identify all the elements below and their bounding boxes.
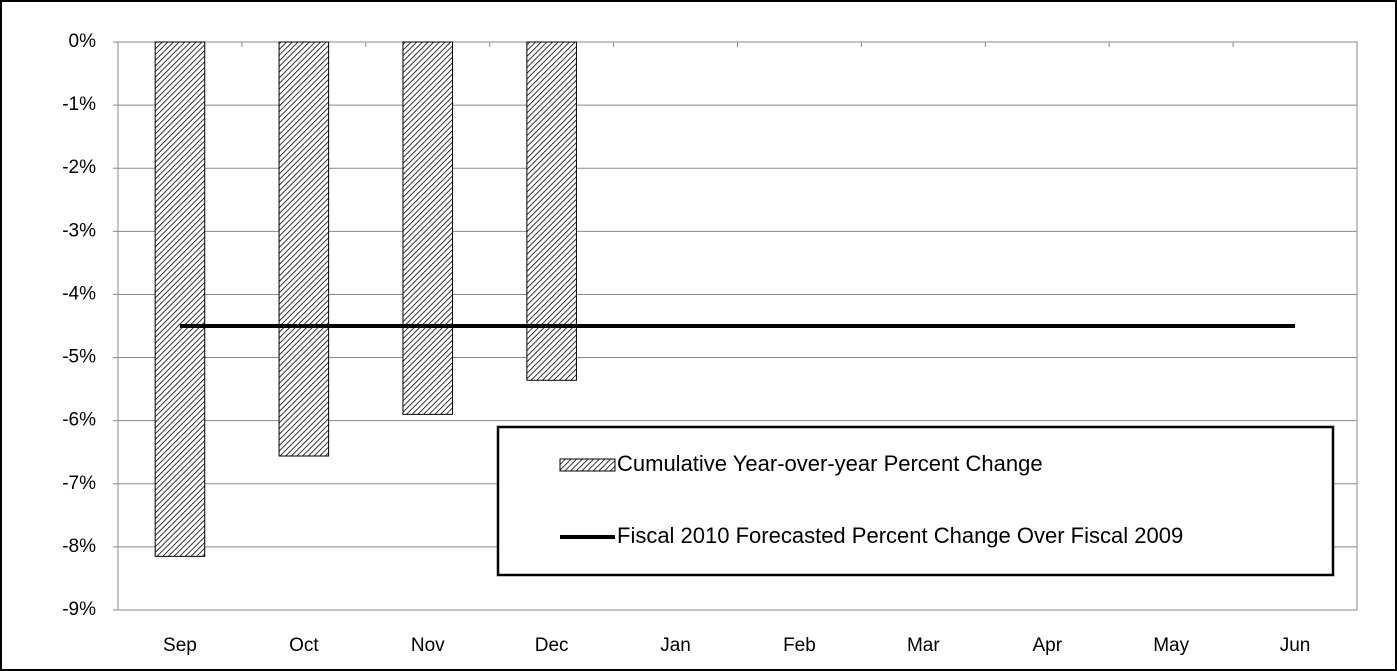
x-tick-label: Dec — [535, 635, 569, 656]
y-tick-label: -3% — [62, 220, 96, 241]
legend-swatch — [559, 458, 616, 472]
y-tick-label: -7% — [62, 473, 96, 494]
x-tick-label: Oct — [289, 635, 319, 656]
x-tick-label: Nov — [411, 635, 445, 656]
x-tick-label: Apr — [1032, 635, 1062, 656]
y-tick-label: -6% — [62, 410, 96, 431]
legend-label: Cumulative Year-over-year Percent Change — [617, 451, 1043, 476]
y-tick-label: -1% — [62, 94, 96, 115]
bar — [278, 41, 330, 457]
y-tick-label: -2% — [62, 157, 96, 178]
legend — [496, 425, 1335, 577]
x-tick-label: Mar — [907, 635, 940, 656]
y-tick-label: -4% — [62, 283, 96, 304]
legend-label: Fiscal 2010 Forecasted Percent Change Ov… — [617, 523, 1183, 548]
y-tick-label: -5% — [62, 347, 96, 368]
x-tick-label: Jun — [1280, 635, 1311, 656]
bar — [526, 41, 577, 381]
x-tick-label: Feb — [783, 635, 816, 656]
y-tick-label: -8% — [62, 536, 96, 557]
x-tick-label: Sep — [163, 635, 197, 656]
bar — [154, 41, 206, 557]
bar — [402, 41, 454, 415]
y-tick-label: -9% — [62, 599, 96, 620]
y-tick-label: 0% — [69, 31, 97, 52]
x-tick-label: Jan — [660, 635, 691, 656]
x-tick-label: May — [1153, 635, 1189, 656]
